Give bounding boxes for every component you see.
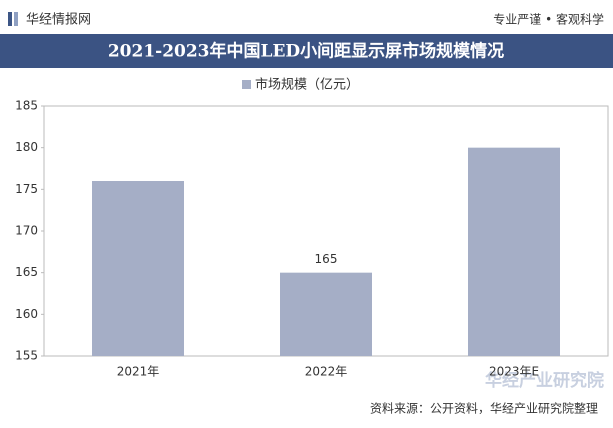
legend-label: 市场规模（亿元） — [255, 77, 359, 93]
slogan: 专业严谨 • 客观科学 — [493, 12, 604, 27]
y-tick-label: 165 — [15, 265, 38, 279]
watermark: 华经产业研究院 — [485, 370, 604, 391]
bar — [280, 272, 372, 356]
title-bar — [0, 34, 613, 68]
chart-title: 2021-2023年中国LED小间距显示屏市场规模情况 — [108, 41, 504, 62]
y-tick-label: 175 — [15, 182, 38, 196]
legend-swatch — [242, 80, 251, 89]
logo-mark — [14, 12, 18, 26]
data-label: 165 — [315, 252, 338, 266]
bar — [92, 181, 184, 356]
x-tick-label: 2021年 — [117, 365, 160, 379]
source: 资料来源：公开资料，华经产业研究院整理 — [370, 401, 598, 416]
logo-mark — [8, 12, 12, 26]
y-tick-label: 180 — [15, 140, 38, 154]
y-tick-label: 170 — [15, 224, 38, 238]
x-tick-label: 2022年 — [305, 365, 348, 379]
brand: 华经情报网 — [26, 13, 91, 28]
y-tick-label: 160 — [15, 307, 38, 321]
bar — [468, 147, 560, 356]
y-tick-label: 185 — [15, 99, 38, 113]
y-tick-label: 155 — [15, 349, 38, 363]
x-tick-label: 2023年E — [489, 365, 539, 379]
